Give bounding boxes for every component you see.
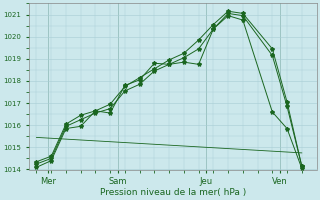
X-axis label: Pression niveau de la mer( hPa ): Pression niveau de la mer( hPa )	[100, 188, 246, 197]
